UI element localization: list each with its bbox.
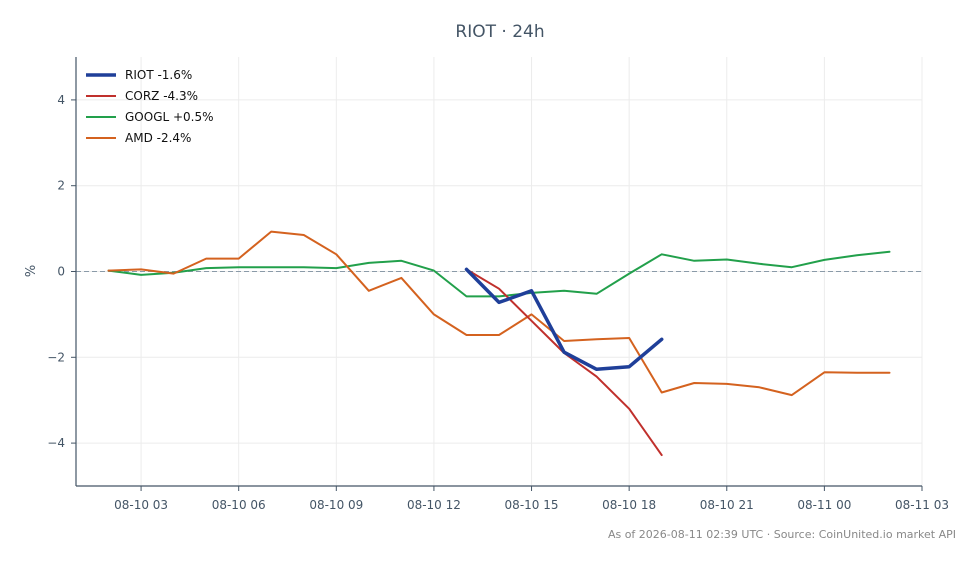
x-tick-label: 08-10 12 xyxy=(407,498,461,512)
series-line-riot xyxy=(464,267,664,372)
x-tick-label: 08-11 03 xyxy=(895,498,949,512)
footer-source: As of 2026-08-11 02:39 UTC · Source: Coi… xyxy=(608,528,956,541)
x-tick-label: 08-10 18 xyxy=(602,498,656,512)
x-tick-label: 08-10 03 xyxy=(114,498,168,512)
series-line-googl xyxy=(107,250,891,298)
legend-label-amd: AMD -2.4% xyxy=(125,131,191,145)
y-tick-label: −2 xyxy=(47,350,65,364)
legend-label-corz: CORZ -4.3% xyxy=(125,89,198,103)
x-tick-label: 08-11 00 xyxy=(797,498,851,512)
y-tick-label: −4 xyxy=(47,436,65,450)
y-ticks: 4 2 0 −2 −4 xyxy=(47,93,76,450)
chart-title: RIOT · 24h xyxy=(455,22,544,42)
x-tick-label: 08-10 06 xyxy=(212,498,266,512)
y-tick-label: 4 xyxy=(57,93,65,107)
legend-label-googl: GOOGL +0.5% xyxy=(125,110,214,124)
x-tick-label: 08-10 15 xyxy=(505,498,559,512)
y-axis-label: % xyxy=(24,265,39,277)
series-layer xyxy=(107,230,891,457)
y-tick-label: 2 xyxy=(57,179,65,193)
y-tick-label: 0 xyxy=(57,265,65,279)
x-ticks: 08-10 03 08-10 06 08-10 09 08-10 12 08-10 15… xyxy=(114,486,949,512)
x-tick-label: 08-10 21 xyxy=(700,498,754,512)
series-line-amd xyxy=(107,230,891,397)
legend-label-riot: RIOT -1.6% xyxy=(125,68,192,82)
x-tick-label: 08-10 09 xyxy=(309,498,363,512)
legend: RIOT -1.6% CORZ -4.3% GOOGL +0.5% AMD -2.4% xyxy=(86,68,214,145)
